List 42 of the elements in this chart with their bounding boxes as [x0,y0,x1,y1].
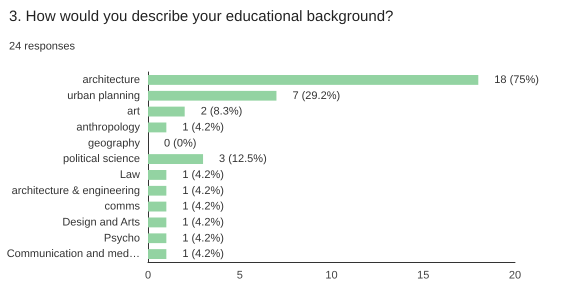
y-tick-label: Law [120,168,140,181]
y-tick-label: comms [104,200,140,213]
data-label: 2 (8.3%) [200,106,242,118]
bar [148,218,166,228]
data-label: 1 (4.2%) [182,168,224,181]
data-label: 1 (4.2%) [182,232,224,244]
bar [148,106,185,116]
y-tick-label: urban planning [67,90,140,102]
data-label: 1 (4.2%) [182,248,224,260]
data-label: 3 (12.5%) [219,153,267,166]
x-tick-label: 0 [144,270,152,282]
x-tick-label: 10 [325,270,338,282]
x-tick-label: 5 [236,270,243,282]
bar [148,75,478,85]
y-tick-label: Communication and med… [6,248,140,260]
bar [148,249,166,259]
y-tick-label: Psycho [104,232,140,244]
x-tick-label: 20 [508,270,522,282]
bar [148,90,276,101]
y-tick-label: geography [88,137,140,150]
data-label: 0 (0%) [164,137,196,150]
data-label: 7 (29.2%) [292,90,340,102]
data-label: 1 (4.2%) [182,216,224,228]
text: 24 responses [9,40,76,52]
data-label: 18 (75%) [494,74,539,86]
bar [148,202,166,212]
y-tick-label: anthropology [76,121,140,134]
y-tick-label: architecture [82,74,140,86]
data-label: 1 (4.2%) [182,184,224,197]
bar [148,170,166,180]
y-tick-label: art [127,106,140,118]
data-label: 1 (4.2%) [182,121,224,134]
bar [148,233,166,244]
bar [148,186,166,196]
y-tick-label: architecture & engineering [12,184,140,197]
y-tick-label: political science [62,153,140,166]
bar [148,154,204,164]
y-tick-label: Design and Arts [62,216,140,228]
chart-title: 3. How would you describe your educational background? [9,8,394,25]
data-label: 1 (4.2%) [182,200,224,213]
bar [148,122,166,132]
x-tick-label: 15 [417,270,430,282]
